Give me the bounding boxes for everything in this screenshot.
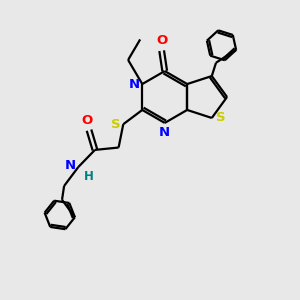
Text: H: H (84, 170, 94, 184)
Text: N: N (64, 159, 75, 172)
Text: O: O (81, 114, 92, 127)
Text: N: N (159, 126, 170, 140)
Text: S: S (111, 118, 120, 131)
Text: O: O (156, 34, 167, 47)
Text: N: N (129, 77, 140, 91)
Text: S: S (216, 112, 226, 124)
